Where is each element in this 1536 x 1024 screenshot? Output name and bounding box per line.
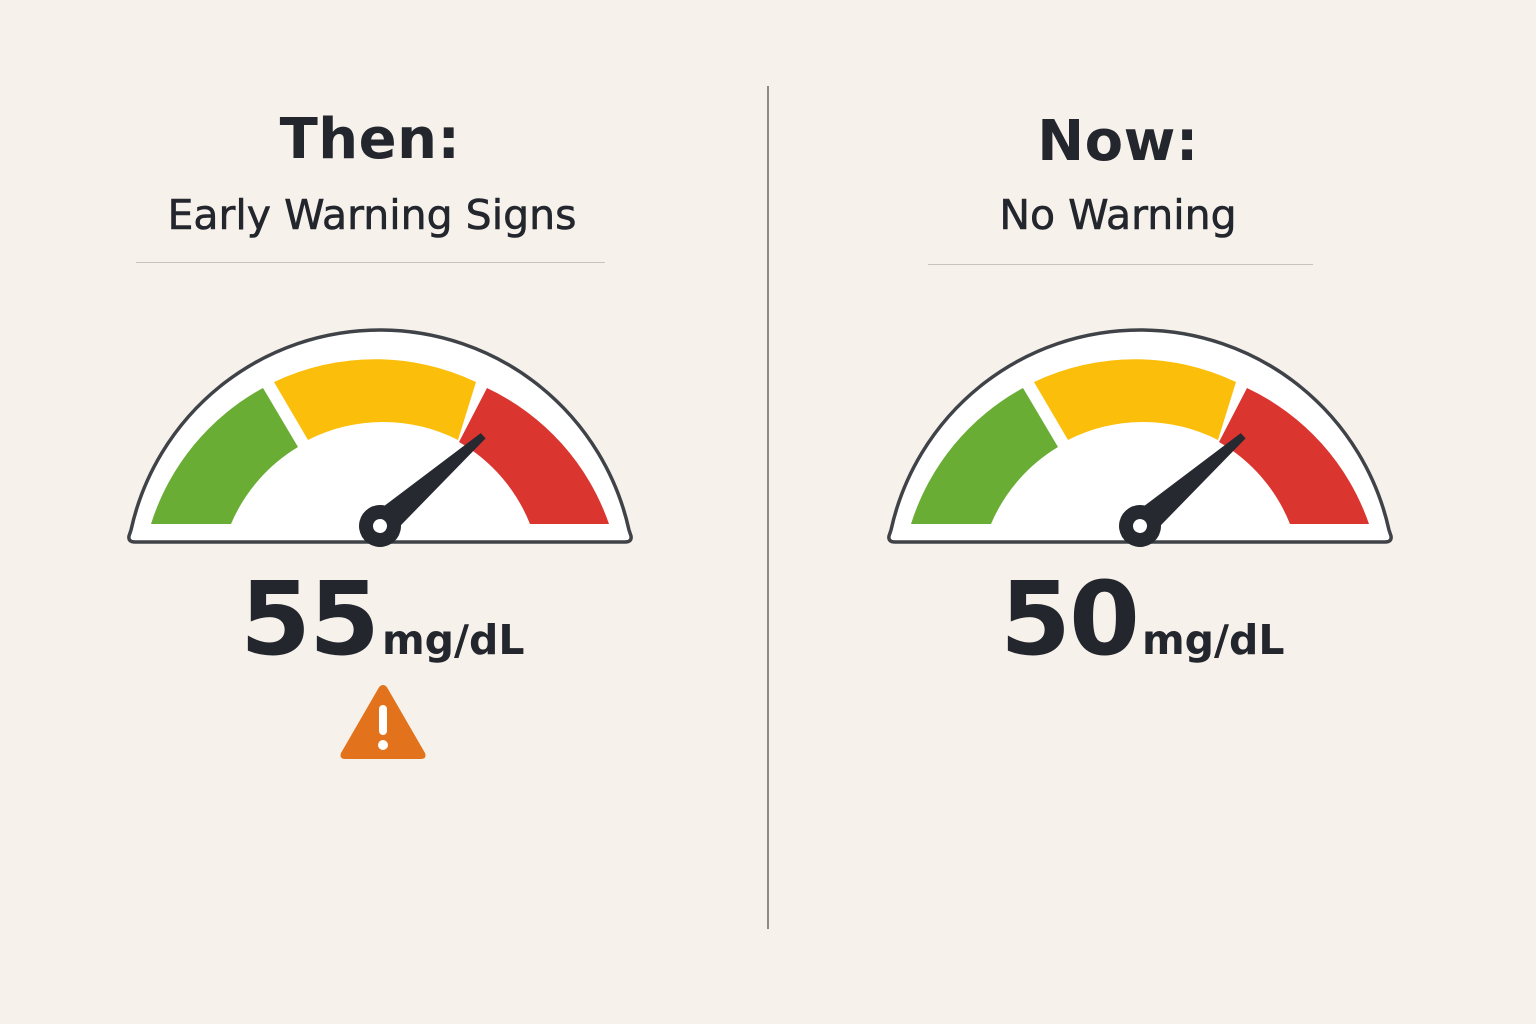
green-zone (911, 388, 1058, 524)
gauge-outline (127, 328, 633, 544)
then-subtitle: Early Warning Signs (167, 191, 577, 239)
needle-hub-center (373, 519, 387, 533)
then-gauge (127, 328, 633, 547)
now-panel: Now: No Warning 50mg/dL (768, 0, 1536, 1024)
now-title: Now: (1037, 109, 1199, 174)
then-reading: 55mg/dL (240, 560, 524, 679)
yellow-zone (1034, 359, 1236, 440)
now-reading: 50mg/dL (1000, 560, 1284, 679)
gauge-needle (1119, 433, 1246, 547)
then-title-rule (136, 262, 605, 263)
green-zone (151, 388, 298, 524)
then-reading-unit: mg/dL (381, 616, 525, 664)
gauge-needle (359, 433, 486, 547)
then-panel: Then: Early Warning Signs 55mg/dL (0, 0, 767, 1024)
now-reading-value: 50 (1000, 560, 1140, 679)
now-gauge (887, 328, 1393, 547)
needle-pointer (1130, 433, 1246, 537)
then-title: Then: (279, 107, 461, 172)
needle-pointer (370, 433, 486, 537)
panel-divider (767, 86, 769, 929)
gauge-outline (887, 328, 1393, 544)
red-zone (459, 388, 609, 524)
red-zone (1219, 388, 1369, 524)
then-reading-value: 55 (240, 560, 380, 679)
now-title-rule (928, 264, 1313, 265)
yellow-zone (274, 359, 476, 440)
now-reading-unit: mg/dL (1141, 616, 1285, 664)
needle-hub-center (1133, 519, 1147, 533)
warning-triangle-icon (340, 685, 426, 759)
now-subtitle: No Warning (999, 191, 1237, 239)
